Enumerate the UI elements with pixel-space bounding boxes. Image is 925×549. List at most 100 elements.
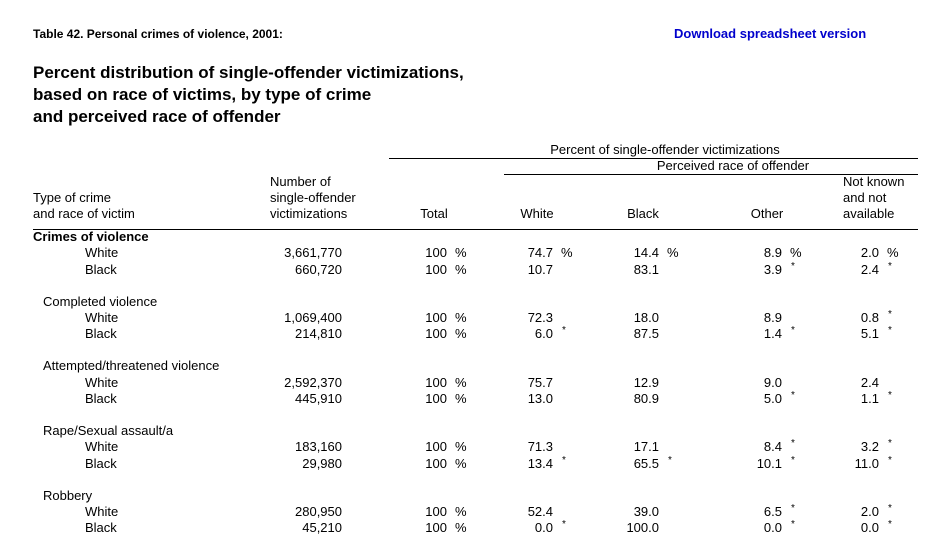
cell-value: 100 <box>425 391 447 406</box>
column-header: Not known <box>843 174 905 189</box>
row-label: White <box>85 504 119 520</box>
cell-mark: * <box>791 325 795 337</box>
cell-value: 1.1 <box>860 391 879 406</box>
section-label: Attempted/threatened violence <box>43 358 220 374</box>
cell-value: 100 <box>425 326 447 342</box>
cell-mark: % <box>667 245 679 261</box>
cell-value: 17.1 <box>633 439 659 455</box>
row-label: Black <box>85 391 117 406</box>
cell-value: 75.7 <box>527 374 553 390</box>
cell-value: 100.0 <box>626 520 659 536</box>
cell-value: 100 <box>425 455 447 471</box>
cell-value: 2.4 <box>860 261 879 277</box>
cell-mark: * <box>791 260 795 272</box>
cell-value: 1,069,400 <box>284 310 342 325</box>
cell-mark: * <box>888 260 892 272</box>
cell-mark: % <box>455 439 467 455</box>
cell-value: 10.1 <box>756 455 782 471</box>
column-header: Type of crime <box>33 190 112 205</box>
title-line: and perceived race of offender <box>33 107 281 126</box>
cell-value: 0.0 <box>763 520 782 536</box>
cell-mark: * <box>791 438 795 450</box>
cell-value: 5.1 <box>860 326 879 342</box>
column-header: Other <box>750 206 784 221</box>
cell-value: 1.4 <box>763 326 782 342</box>
cell-value: 8.9 <box>763 310 782 325</box>
cell-value: 2.4 <box>860 374 879 390</box>
row-label: Black <box>85 261 117 277</box>
cell-mark: * <box>791 390 795 401</box>
cell-value: 9.0 <box>763 374 782 390</box>
column-header: Black <box>627 206 659 221</box>
cell-mark: * <box>888 454 892 466</box>
cell-mark: % <box>561 245 573 261</box>
cell-value: 83.1 <box>633 261 659 277</box>
cell-mark: % <box>887 245 899 261</box>
table-label: Table 42. Personal crimes of violence, 2… <box>33 27 283 41</box>
download-link[interactable]: Download spreadsheet version <box>674 26 867 41</box>
subspanner: Perceived race of offender <box>656 158 810 173</box>
cell-value: 10.7 <box>527 261 553 277</box>
cell-value: 445,910 <box>295 391 342 406</box>
cell-mark: % <box>455 326 467 342</box>
cell-value: 74.7 <box>527 245 553 261</box>
subspanner-rule <box>504 174 918 175</box>
spanner-rule <box>389 158 918 159</box>
cell-value: 87.5 <box>633 326 659 342</box>
cell-mark: % <box>455 245 467 261</box>
cell-mark: * <box>888 325 892 337</box>
cell-value: 72.3 <box>527 310 553 325</box>
cell-value: 100 <box>425 261 447 277</box>
cell-value: 100 <box>425 374 447 390</box>
cell-value: 214,810 <box>295 326 342 342</box>
cell-value: 183,160 <box>295 439 342 455</box>
header-rule <box>33 229 918 230</box>
cell-mark: % <box>455 374 467 390</box>
column-header: and not <box>843 190 887 205</box>
column-header: Total <box>420 206 448 221</box>
cell-value: 80.9 <box>633 391 659 406</box>
column-header: Number of <box>270 174 331 189</box>
cell-value: 52.4 <box>527 504 553 520</box>
cell-mark: % <box>455 391 467 406</box>
cell-value: 2.0 <box>860 504 879 520</box>
cell-mark: * <box>791 519 795 531</box>
cell-value: 3.2 <box>860 439 879 455</box>
row-label: White <box>85 245 119 261</box>
cell-value: 6.5 <box>763 504 782 520</box>
cell-value: 18.0 <box>633 310 659 325</box>
cell-mark: * <box>791 454 795 466</box>
column-header: and race of victim <box>33 206 135 221</box>
cell-mark: * <box>888 438 892 450</box>
cell-value: 45,210 <box>302 520 342 536</box>
cell-value: 3.9 <box>763 261 782 277</box>
spanner: Percent of single-offender victimization… <box>550 142 780 157</box>
cell-mark: * <box>888 503 892 515</box>
section-label: Crimes of violence <box>33 229 149 244</box>
section-label: Completed violence <box>43 293 158 309</box>
cell-mark: * <box>888 519 892 531</box>
row-label: Black <box>85 520 117 536</box>
cell-value: 12.9 <box>633 374 659 390</box>
cell-mark: % <box>790 245 802 261</box>
cell-value: 100 <box>425 439 447 455</box>
cell-value: 280,950 <box>295 504 342 520</box>
cell-value: 660,720 <box>295 261 342 277</box>
cell-mark: * <box>668 454 672 466</box>
column-header: single-offender <box>270 190 356 205</box>
cell-value: 13.4 <box>527 455 553 471</box>
cell-value: 100 <box>425 310 447 325</box>
cell-mark: % <box>455 504 467 520</box>
row-label: Black <box>85 455 117 471</box>
cell-value: 6.0 <box>534 326 553 342</box>
cell-mark: % <box>455 455 467 471</box>
cell-mark: * <box>562 325 566 337</box>
row-label: White <box>85 374 119 390</box>
column-header: White <box>520 206 554 221</box>
cell-mark: % <box>455 520 467 536</box>
column-header: victimizations <box>270 206 348 221</box>
cell-value: 13.0 <box>527 391 553 406</box>
cell-mark: % <box>455 310 467 325</box>
row-label: White <box>85 310 119 325</box>
